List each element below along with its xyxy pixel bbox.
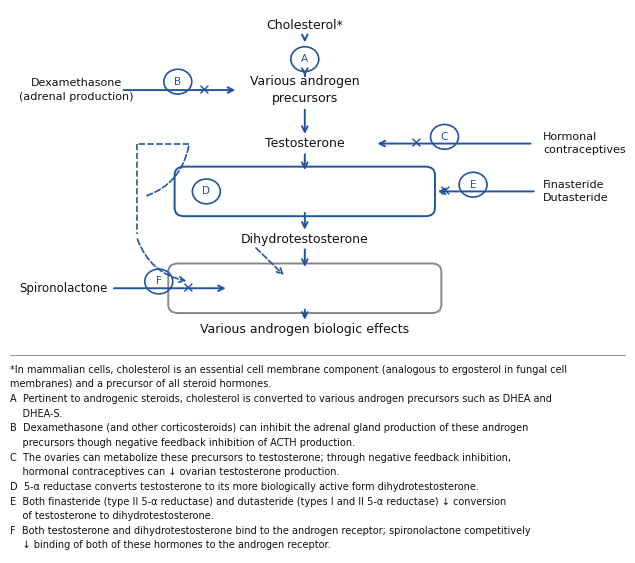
Text: Various androgen
precursors: Various androgen precursors [250,75,359,105]
Text: Testosterone: Testosterone [265,137,345,150]
Text: F  Both testosterone and dihydrotestosterone bind to the androgen receptor; spir: F Both testosterone and dihydrotestoster… [10,526,530,536]
Text: Androgen receptors: Androgen receptors [239,282,371,295]
Text: F: F [156,276,162,287]
Text: A  Pertinent to androgenic steroids, cholesterol is converted to various androge: A Pertinent to androgenic steroids, chol… [10,394,551,404]
Text: ✕: ✕ [410,136,422,151]
Text: *In mammalian cells, cholesterol is an essential cell membrane component (analog: *In mammalian cells, cholesterol is an e… [10,365,566,375]
FancyArrowPatch shape [147,146,189,195]
Text: C  The ovaries can metabolize these precursors to testosterone; through negative: C The ovaries can metabolize these precu… [10,453,511,463]
Text: A: A [301,54,309,64]
Text: precursors though negative feedback inhibition of ACTH production.: precursors though negative feedback inhi… [10,438,355,448]
Text: C: C [441,132,448,142]
Text: Cholesterol*: Cholesterol* [266,19,344,32]
FancyArrowPatch shape [114,285,224,291]
FancyArrowPatch shape [440,189,534,194]
Text: B  Dexamethasone (and other corticosteroids) can inhibit the adrenal gland produ: B Dexamethasone (and other corticosteroi… [10,423,528,434]
FancyBboxPatch shape [168,263,441,313]
FancyArrowPatch shape [302,34,307,40]
Text: 5-α reductase – types I, II: 5-α reductase – types I, II [249,185,399,198]
Text: of testosterone to dihydrotestosterone.: of testosterone to dihydrotestosterone. [10,511,213,521]
FancyArrowPatch shape [302,213,307,227]
Text: E  Both finasteride (type II 5-α reductase) and dutasteride (types I and II 5-α : E Both finasteride (type II 5-α reductas… [10,497,505,507]
FancyArrowPatch shape [256,248,283,274]
Text: DHEA-S.: DHEA-S. [10,409,62,419]
FancyBboxPatch shape [175,167,435,216]
FancyArrowPatch shape [302,110,307,132]
Text: D: D [203,186,210,196]
Text: B: B [174,77,182,87]
Text: Finasteride
Dutasteride: Finasteride Dutasteride [543,180,608,203]
Text: Dexamethasone
(adrenal production): Dexamethasone (adrenal production) [19,78,133,102]
Text: membranes) and a precursor of all steroid hormones.: membranes) and a precursor of all steroi… [10,379,271,390]
FancyArrowPatch shape [302,310,307,318]
Text: E: E [470,180,476,190]
FancyArrowPatch shape [380,141,531,146]
FancyArrowPatch shape [302,68,307,76]
Text: ✕: ✕ [181,281,194,296]
Text: Spironolactone: Spironolactone [19,282,108,295]
Text: ↓ binding of both of these hormones to the androgen receptor.: ↓ binding of both of these hormones to t… [10,540,330,551]
Text: Dihydrotestosterone: Dihydrotestosterone [241,233,369,246]
FancyArrowPatch shape [302,154,307,168]
FancyArrowPatch shape [137,239,185,282]
Text: D  5-α reductase converts testosterone to its more biologically active form dihy: D 5-α reductase converts testosterone to… [10,482,478,492]
Text: hormonal contraceptives can ↓ ovarian testosterone production.: hormonal contraceptives can ↓ ovarian te… [10,467,339,477]
Text: ✕: ✕ [197,83,210,97]
Text: Hormonal
contraceptives: Hormonal contraceptives [543,132,625,155]
Text: ✕: ✕ [438,184,451,199]
Text: Various androgen biologic effects: Various androgen biologic effects [200,323,410,336]
FancyArrowPatch shape [302,249,307,265]
FancyArrowPatch shape [123,87,233,93]
